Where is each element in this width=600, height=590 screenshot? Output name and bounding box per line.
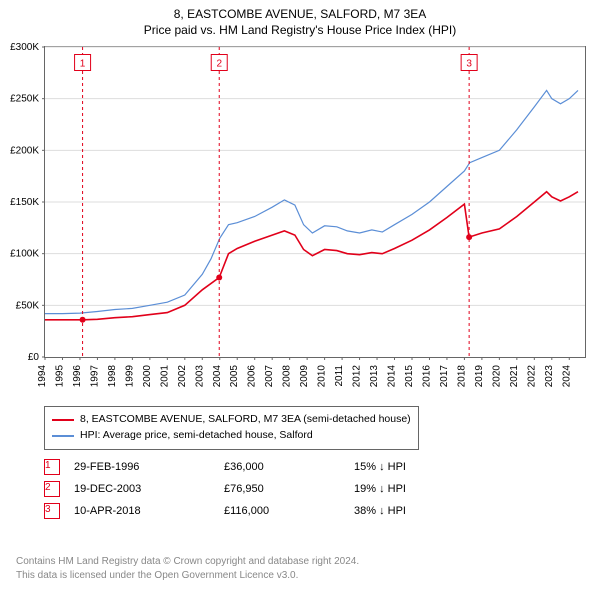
sale-price: £36,000 (224, 461, 354, 473)
footer-line2: This data is licensed under the Open Gov… (16, 569, 359, 583)
svg-text:2024: 2024 (561, 365, 572, 388)
chart-plot-area: £0£50K£100K£150K£200K£250K£300K199419951… (44, 46, 586, 358)
sale-index-badge: 1 (44, 459, 60, 475)
svg-text:£0: £0 (28, 352, 40, 363)
svg-text:2021: 2021 (509, 365, 520, 388)
svg-text:2014: 2014 (387, 365, 398, 388)
svg-text:2013: 2013 (369, 365, 380, 388)
sale-index-badge: 3 (44, 503, 60, 519)
legend-label: 8, EASTCOMBE AVENUE, SALFORD, M7 3EA (se… (80, 412, 411, 428)
svg-text:1998: 1998 (107, 365, 118, 388)
legend-swatch (52, 419, 74, 421)
sale-index-badge: 2 (44, 481, 60, 497)
legend-row: 8, EASTCOMBE AVENUE, SALFORD, M7 3EA (se… (52, 412, 411, 428)
sale-price: £116,000 (224, 505, 354, 517)
svg-text:2018: 2018 (456, 365, 467, 388)
sale-vs-hpi: 15% ↓ HPI (354, 461, 494, 473)
svg-text:£100K: £100K (10, 249, 39, 260)
legend: 8, EASTCOMBE AVENUE, SALFORD, M7 3EA (se… (44, 406, 419, 450)
svg-text:£250K: £250K (10, 94, 39, 105)
table-row: 3 10-APR-2018£116,00038% ↓ HPI (44, 500, 580, 522)
svg-text:2002: 2002 (177, 365, 188, 388)
sale-date: 29-FEB-1996 (74, 461, 224, 473)
svg-text:2016: 2016 (421, 365, 432, 388)
sale-date: 19-DEC-2003 (74, 483, 224, 495)
svg-text:2020: 2020 (491, 365, 502, 388)
sale-date: 10-APR-2018 (74, 505, 224, 517)
chart-title: 8, EASTCOMBE AVENUE, SALFORD, M7 3EA Pri… (0, 0, 600, 38)
svg-text:£300K: £300K (10, 42, 39, 53)
svg-text:1995: 1995 (54, 365, 65, 388)
legend-label: HPI: Average price, semi-detached house,… (80, 428, 313, 444)
legend-row: HPI: Average price, semi-detached house,… (52, 428, 411, 444)
svg-text:£50K: £50K (16, 300, 40, 311)
svg-text:1999: 1999 (124, 365, 135, 388)
svg-text:2008: 2008 (282, 365, 293, 388)
sale-price: £76,950 (224, 483, 354, 495)
sale-vs-hpi: 38% ↓ HPI (354, 505, 494, 517)
svg-text:2012: 2012 (352, 365, 363, 388)
svg-text:2019: 2019 (474, 365, 485, 388)
svg-text:1994: 1994 (37, 365, 48, 388)
sale-marker (216, 274, 222, 280)
svg-text:2003: 2003 (194, 365, 205, 388)
svg-text:3: 3 (466, 59, 472, 70)
svg-text:£200K: £200K (10, 145, 39, 156)
svg-text:2001: 2001 (159, 365, 170, 388)
series-line (45, 192, 578, 320)
svg-text:2006: 2006 (247, 365, 258, 388)
svg-text:2000: 2000 (142, 365, 153, 388)
legend-swatch (52, 435, 74, 437)
chart-svg: £0£50K£100K£150K£200K£250K£300K199419951… (45, 47, 585, 357)
svg-text:2005: 2005 (229, 365, 240, 388)
table-row: 1 29-FEB-1996£36,00015% ↓ HPI (44, 456, 580, 478)
svg-text:2023: 2023 (544, 365, 555, 388)
title-address: 8, EASTCOMBE AVENUE, SALFORD, M7 3EA (0, 6, 600, 22)
svg-text:2004: 2004 (212, 365, 223, 388)
sale-marker (466, 234, 472, 240)
footer-attribution: Contains HM Land Registry data © Crown c… (16, 555, 359, 582)
svg-text:2015: 2015 (404, 365, 415, 388)
svg-text:2011: 2011 (334, 365, 345, 387)
svg-text:2: 2 (216, 59, 222, 70)
svg-text:2017: 2017 (439, 365, 450, 388)
sales-table: 1 29-FEB-1996£36,00015% ↓ HPI 2 19-DEC-2003… (44, 456, 580, 522)
table-row: 2 19-DEC-2003£76,95019% ↓ HPI (44, 478, 580, 500)
sale-vs-hpi: 19% ↓ HPI (354, 483, 494, 495)
svg-text:2007: 2007 (264, 365, 275, 388)
svg-text:1997: 1997 (89, 365, 100, 388)
svg-text:£150K: £150K (10, 197, 39, 208)
svg-text:2022: 2022 (526, 365, 537, 388)
sale-marker (80, 317, 86, 323)
title-subtitle: Price paid vs. HM Land Registry's House … (0, 22, 600, 38)
footer-line1: Contains HM Land Registry data © Crown c… (16, 555, 359, 569)
svg-text:1: 1 (80, 59, 86, 70)
svg-text:2010: 2010 (317, 365, 328, 388)
svg-text:1996: 1996 (72, 365, 83, 388)
svg-text:2009: 2009 (299, 365, 310, 388)
